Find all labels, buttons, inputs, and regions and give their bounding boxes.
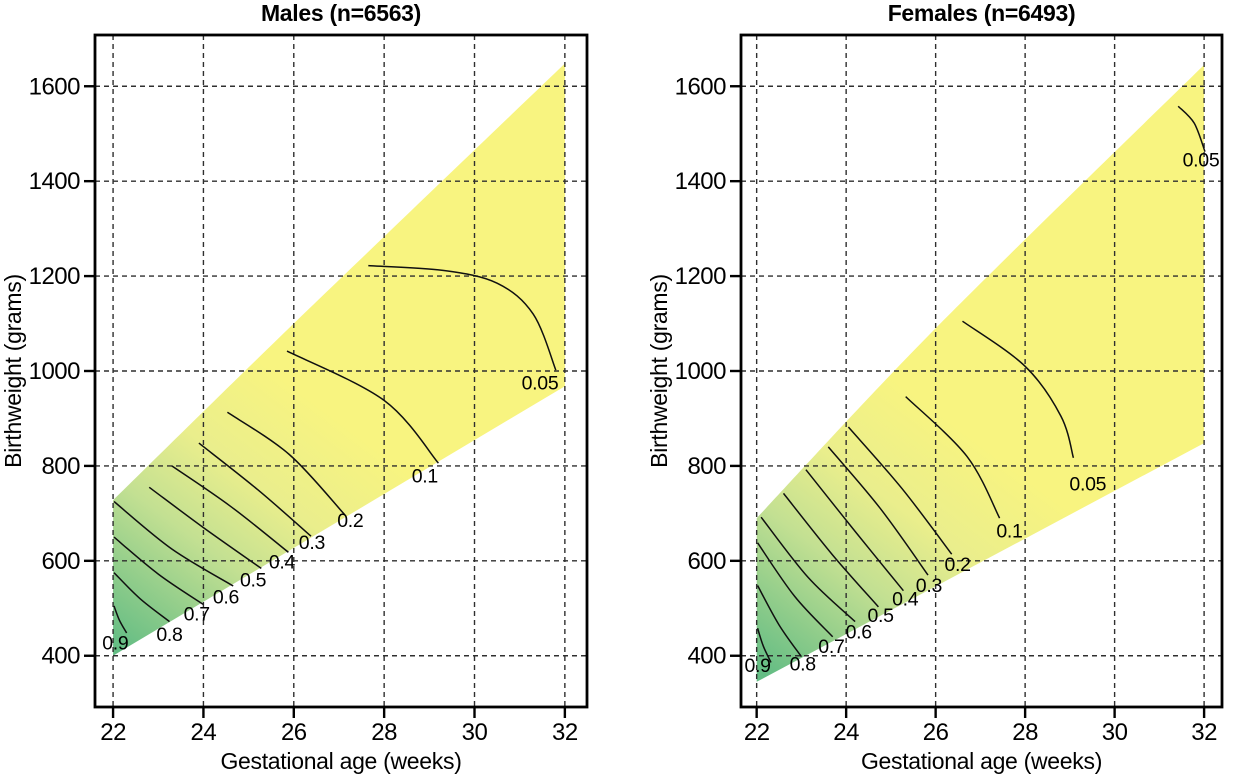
contour-label-0.2: 0.2 <box>337 510 363 532</box>
contour-line-0.05 <box>1177 105 1206 152</box>
x-tick-label: 24 <box>191 719 217 746</box>
contour-line-0.6 <box>760 516 856 623</box>
contour-label-0.05: 0.05 <box>522 373 559 395</box>
y-axis-title: Birthweight (grams) <box>0 274 26 468</box>
grid-lines <box>95 35 587 707</box>
contour-label-0.4: 0.4 <box>892 589 919 611</box>
contour-line-0.1 <box>905 396 1001 519</box>
grid-lines <box>741 35 1222 707</box>
contour-line-0.8 <box>113 572 170 623</box>
contour-label-0.05: 0.05 <box>1069 474 1106 496</box>
males-title: Males (n=6563) <box>261 0 421 26</box>
contour-label-0.7: 0.7 <box>184 603 210 625</box>
y-tick-label: 1200 <box>675 263 727 290</box>
y-tick-label: 400 <box>41 643 80 670</box>
y-tick-label: 1600 <box>29 73 81 100</box>
y-tick-labels: 400 600 800 1000 1200 1400 1600 <box>29 73 81 669</box>
x-tick-label: 28 <box>1012 719 1038 746</box>
contour-label-0.9: 0.9 <box>744 655 770 677</box>
x-tick-label: 30 <box>1102 719 1128 746</box>
x-axis-title: Gestational age (weeks) <box>861 748 1102 774</box>
contour-label-0.1: 0.1 <box>996 521 1022 543</box>
contour-label-0.8: 0.8 <box>790 654 816 676</box>
axis-ticks <box>84 85 567 718</box>
contour-label-0.05: 0.05 <box>1183 150 1220 172</box>
contour-line-0.05 <box>368 264 557 371</box>
contour-line-0.5 <box>148 486 262 570</box>
contour-label-0.3: 0.3 <box>916 575 942 597</box>
y-tick-label: 1000 <box>675 358 727 385</box>
y-tick-label: 600 <box>687 548 726 575</box>
contour-label-0.4: 0.4 <box>269 552 296 574</box>
y-tick-label: 800 <box>41 453 80 480</box>
y-tick-label: 600 <box>41 548 80 575</box>
contour-label-0.6: 0.6 <box>846 621 872 643</box>
probability-band <box>756 64 1205 682</box>
x-tick-label: 22 <box>744 719 770 746</box>
contour-line-0.9 <box>756 627 772 663</box>
contour-label-0.5: 0.5 <box>240 570 267 592</box>
contour-line-0.4 <box>171 465 289 553</box>
contour-label-0.8: 0.8 <box>156 624 182 646</box>
y-tick-labels: 400 600 800 1000 1200 1400 1600 <box>675 73 727 669</box>
contour-line-0.7 <box>113 536 204 606</box>
y-tick-label: 1400 <box>675 168 727 195</box>
contour-label-0.1: 0.1 <box>412 466 438 488</box>
y-tick-label: 1000 <box>29 358 81 385</box>
contour-label-0.3: 0.3 <box>299 532 325 554</box>
x-tick-labels: 22 24 26 28 30 32 <box>744 719 1218 746</box>
contour-line-0.2 <box>847 426 953 555</box>
contour-line-0.1 <box>286 350 439 464</box>
probability-band <box>113 63 565 656</box>
contour-lines <box>756 105 1206 663</box>
contour-label-0.2: 0.2 <box>944 554 970 576</box>
x-tick-label: 32 <box>552 719 578 746</box>
x-tick-labels: 22 24 26 28 30 32 <box>100 719 578 746</box>
y-tick-label: 800 <box>687 453 726 480</box>
females-title: Females (n=6493) <box>888 0 1076 26</box>
contour-line-0.8 <box>756 585 803 658</box>
males-panel: 0.9 0.80.70.60.50.40.3 0.2 0.1 0.05 22 24 26 28 3… <box>0 0 589 774</box>
contour-label-0.9: 0.9 <box>102 633 128 655</box>
axis-ticks <box>730 85 1206 718</box>
contour-line-0.5 <box>782 492 879 608</box>
contour-line-0.6 <box>113 500 234 587</box>
y-tick-label: 400 <box>687 643 726 670</box>
contour-labels: 0.9 0.80.70.60.50.40.30.2 0.1 0.05 0.05 <box>744 150 1220 677</box>
contour-label-0.7: 0.7 <box>818 636 844 658</box>
x-tick-label: 28 <box>371 719 397 746</box>
contour-line-0.9 <box>113 605 128 634</box>
contour-label-0.6: 0.6 <box>213 587 239 609</box>
x-tick-label: 26 <box>281 719 307 746</box>
contour-line-0.4 <box>805 469 904 592</box>
y-axis-title: Birthweight (grams) <box>646 274 672 468</box>
contour-line-0.7 <box>756 542 834 638</box>
x-tick-label: 32 <box>1191 719 1217 746</box>
x-tick-label: 24 <box>833 719 859 746</box>
contour-line-0.05 <box>962 320 1075 459</box>
contour-line-0.3 <box>827 446 929 576</box>
contour-line-0.3 <box>198 442 312 537</box>
contour-line-0.2 <box>226 411 345 515</box>
x-tick-label: 30 <box>462 719 488 746</box>
y-tick-label: 1600 <box>675 73 727 100</box>
x-tick-label: 26 <box>923 719 949 746</box>
contour-labels: 0.9 0.80.70.60.50.40.3 0.2 0.1 0.05 <box>102 373 559 655</box>
contour-lines <box>113 264 557 634</box>
y-tick-label: 1200 <box>29 263 81 290</box>
y-tick-label: 1400 <box>29 168 81 195</box>
contour-label-0.5: 0.5 <box>867 605 894 627</box>
x-tick-label: 22 <box>100 719 126 746</box>
x-axis-title: Gestational age (weeks) <box>220 748 461 774</box>
